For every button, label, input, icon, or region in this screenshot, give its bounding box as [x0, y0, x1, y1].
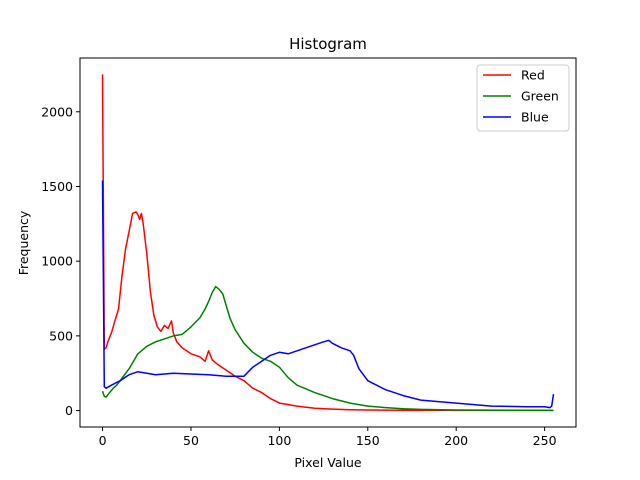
legend-box: [476, 64, 570, 132]
y-tick-label: 1500: [41, 179, 73, 194]
chart-title: Histogram: [289, 35, 367, 53]
series-line-blue: [101, 180, 555, 409]
y-tick-label: 0: [65, 403, 73, 418]
x-tick-label: 50: [183, 433, 199, 448]
legend-label-red: Red: [521, 68, 545, 83]
series-line-green: [101, 285, 554, 412]
axes-frame: [79, 57, 577, 428]
x-tick-label: 150: [356, 433, 380, 448]
y-tick-label: 500: [49, 328, 73, 343]
x-tick-label: 0: [99, 433, 107, 448]
y-tick-label: 1000: [41, 254, 73, 269]
y-axis-label: Frequency: [16, 210, 31, 275]
y-tick-label: 2000: [41, 104, 73, 119]
axis-ticks: 0 50 100 150 200 250 0 500 1000 1500 2000: [41, 104, 556, 448]
x-tick-label: 100: [267, 433, 291, 448]
legend: Red Green Blue: [476, 64, 570, 132]
plot-area: [101, 74, 555, 412]
legend-label-blue: Blue: [521, 110, 549, 125]
x-tick-label: 200: [444, 433, 468, 448]
legend-label-green: Green: [521, 89, 559, 104]
x-tick-label: 250: [533, 433, 557, 448]
x-axis-label: Pixel Value: [294, 455, 362, 470]
series-line-red: [101, 74, 554, 412]
